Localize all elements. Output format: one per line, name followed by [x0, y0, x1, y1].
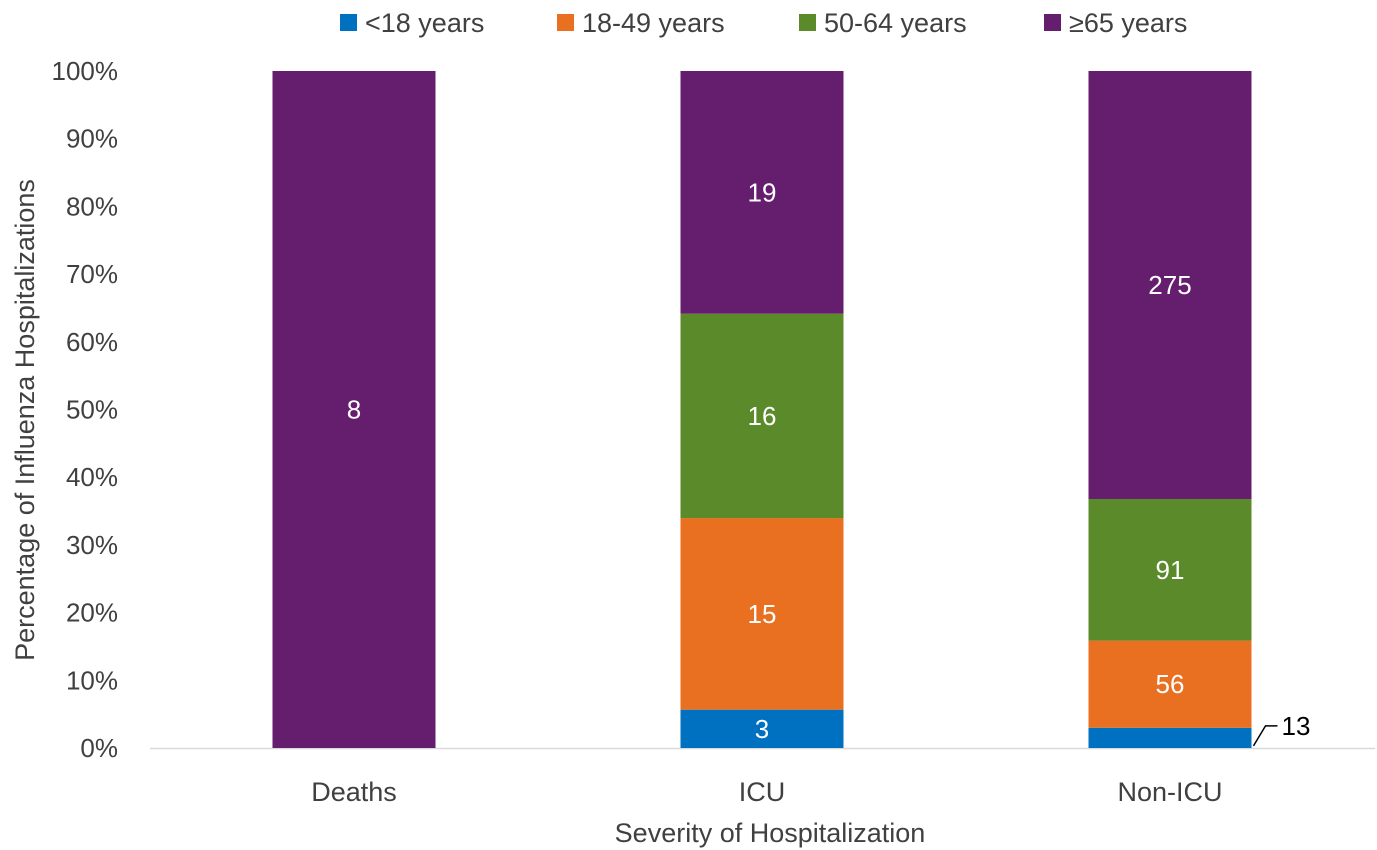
y-tick-label: 60% — [66, 327, 118, 357]
y-tick-label: 10% — [66, 665, 118, 695]
legend-swatch — [799, 14, 816, 31]
x-category-label: Non-ICU — [1117, 777, 1222, 807]
data-label: 19 — [748, 177, 777, 207]
data-label: 56 — [1156, 669, 1185, 699]
legend-label: 18-49 years — [582, 8, 725, 38]
x-category-label: ICU — [739, 777, 786, 807]
bar-segment — [1088, 727, 1252, 748]
bar-segment — [272, 71, 436, 748]
y-tick-label: 90% — [66, 124, 118, 154]
bar-segment — [1088, 640, 1252, 728]
data-label: 13 — [1282, 711, 1311, 741]
data-label: 16 — [748, 401, 777, 431]
legend-swatch — [557, 14, 574, 31]
x-axis-title: Severity of Hospitalization — [615, 818, 926, 848]
x-category-label: Deaths — [311, 777, 397, 807]
legend-label: ≥65 years — [1069, 8, 1187, 38]
leader-line — [1252, 725, 1278, 747]
bar-segment — [680, 709, 844, 748]
data-label: 91 — [1156, 555, 1185, 585]
bar-segment — [1088, 498, 1252, 641]
legend-label: <18 years — [365, 8, 484, 38]
data-label: 8 — [347, 395, 361, 425]
y-tick-label: 20% — [66, 598, 118, 628]
data-label: 15 — [748, 599, 777, 629]
bar-segment — [1088, 71, 1252, 499]
y-axis-title: Percentage of Influenza Hospitalizations — [10, 179, 40, 661]
data-label: 3 — [755, 714, 769, 744]
y-tick-label: 40% — [66, 462, 118, 492]
legend-swatch — [1044, 14, 1061, 31]
y-tick-label: 0% — [80, 733, 118, 763]
bar-segment — [680, 518, 844, 710]
data-label: 275 — [1148, 270, 1191, 300]
bar-segment — [680, 313, 844, 519]
bar-segment — [680, 71, 844, 314]
y-tick-label: 50% — [66, 395, 118, 425]
y-tick-label: 30% — [66, 530, 118, 560]
y-tick-label: 70% — [66, 259, 118, 289]
legend-swatch — [340, 14, 357, 31]
legend-label: 50-64 years — [824, 8, 967, 38]
y-tick-label: 100% — [52, 56, 119, 86]
y-tick-label: 80% — [66, 191, 118, 221]
